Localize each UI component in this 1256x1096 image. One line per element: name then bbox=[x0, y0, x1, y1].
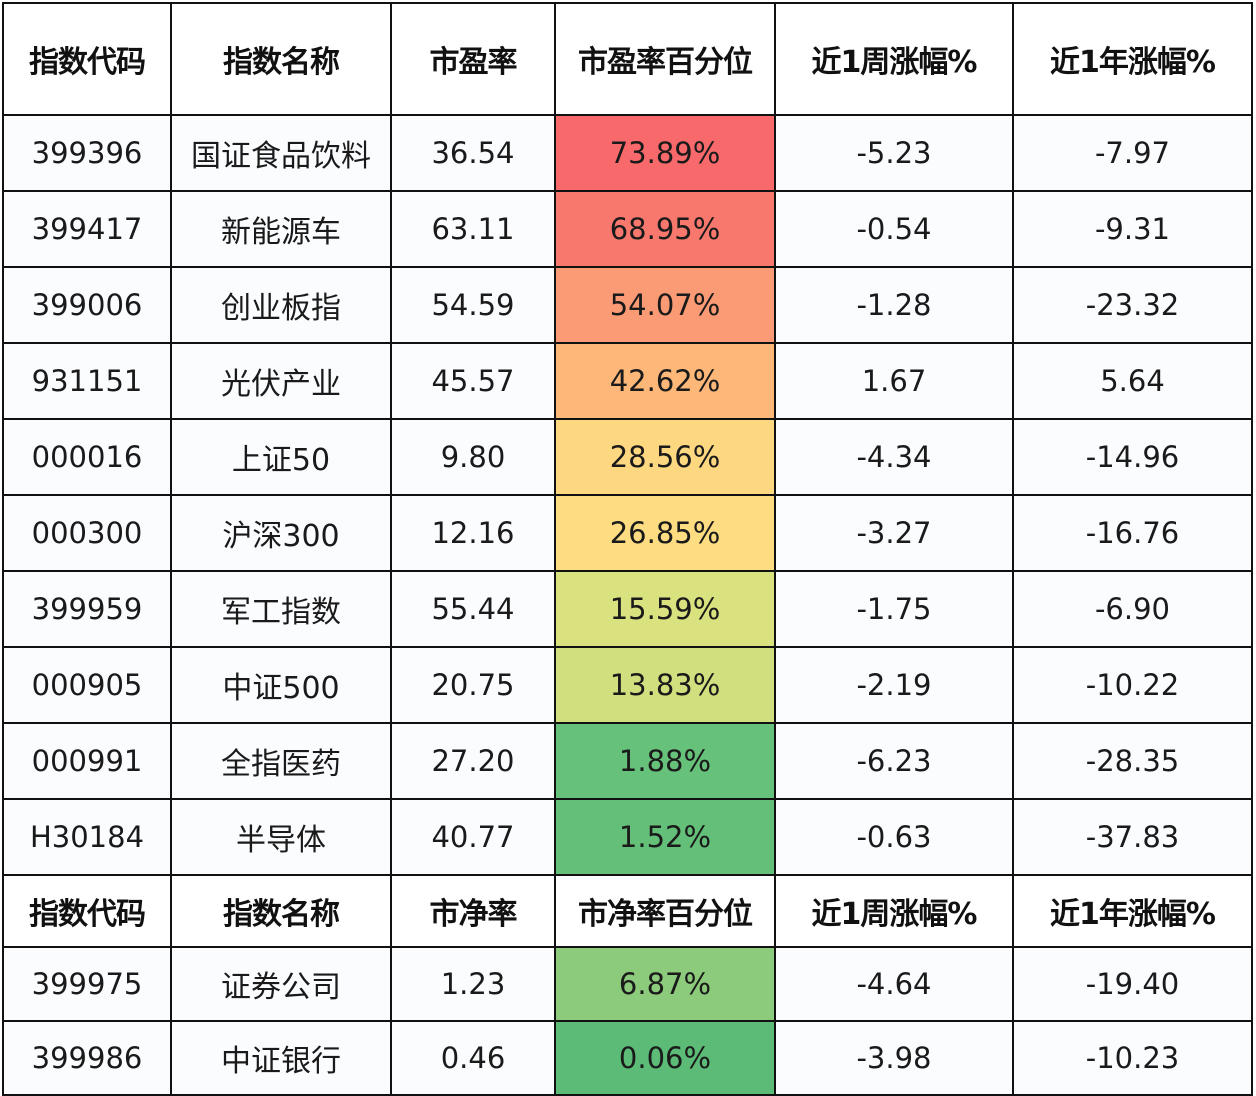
table-row: 399006 创业板指 54.59 54.07% -1.28 -23.32 bbox=[2, 266, 1253, 344]
pb-header-row: 指数代码 指数名称 市净率 市净率百分位 近1周涨幅% 近1年涨幅% bbox=[2, 874, 1253, 948]
pe-ratio-cell: 9.80 bbox=[390, 418, 556, 496]
index-name-cell: 中证500 bbox=[170, 646, 392, 724]
week-change-cell: 1.67 bbox=[774, 342, 1014, 420]
week-change-cell: -3.98 bbox=[774, 1020, 1014, 1096]
index-code-cell: 399417 bbox=[2, 190, 172, 268]
percentile-cell: 15.59% bbox=[554, 570, 776, 648]
table-row: 399396 国证食品饮料 36.54 73.89% -5.23 -7.97 bbox=[2, 114, 1253, 192]
week-change-cell: -1.28 bbox=[774, 266, 1014, 344]
table-row: 000991 全指医药 27.20 1.88% -6.23 -28.35 bbox=[2, 722, 1253, 800]
pe-ratio-cell: 55.44 bbox=[390, 570, 556, 648]
pe-ratio-cell: 45.57 bbox=[390, 342, 556, 420]
index-name-cell: 全指医药 bbox=[170, 722, 392, 800]
year-change-cell: -37.83 bbox=[1012, 798, 1253, 876]
header-index-name: 指数名称 bbox=[170, 874, 392, 948]
header-index-code: 指数代码 bbox=[2, 874, 172, 948]
percentile-cell: 13.83% bbox=[554, 646, 776, 724]
index-name-cell: 新能源车 bbox=[170, 190, 392, 268]
week-change-cell: -2.19 bbox=[774, 646, 1014, 724]
week-change-cell: -4.64 bbox=[774, 946, 1014, 1022]
header-week-change: 近1周涨幅% bbox=[774, 874, 1014, 948]
year-change-cell: -10.23 bbox=[1012, 1020, 1253, 1096]
year-change-cell: -6.90 bbox=[1012, 570, 1253, 648]
pb-ratio-cell: 1.23 bbox=[390, 946, 556, 1022]
index-code-cell: 399396 bbox=[2, 114, 172, 192]
index-code-cell: 931151 bbox=[2, 342, 172, 420]
index-code-cell: H30184 bbox=[2, 798, 172, 876]
index-name-cell: 军工指数 bbox=[170, 570, 392, 648]
header-pb-ratio: 市净率 bbox=[390, 874, 556, 948]
index-code-cell: 399975 bbox=[2, 946, 172, 1022]
year-change-cell: -10.22 bbox=[1012, 646, 1253, 724]
index-code-cell: 399959 bbox=[2, 570, 172, 648]
pe-ratio-cell: 27.20 bbox=[390, 722, 556, 800]
table-row: 000300 沪深300 12.16 26.85% -3.27 -16.76 bbox=[2, 494, 1253, 572]
header-pe-percentile: 市盈率百分位 bbox=[554, 2, 776, 116]
index-name-cell: 上证50 bbox=[170, 418, 392, 496]
table-row: 399986 中证银行 0.46 0.06% -3.98 -10.23 bbox=[2, 1020, 1253, 1096]
header-year-change: 近1年涨幅% bbox=[1012, 2, 1253, 116]
percentile-cell: 73.89% bbox=[554, 114, 776, 192]
table-row: H30184 半导体 40.77 1.52% -0.63 -37.83 bbox=[2, 798, 1253, 876]
header-week-change: 近1周涨幅% bbox=[774, 2, 1014, 116]
pe-ratio-cell: 54.59 bbox=[390, 266, 556, 344]
index-name-cell: 证券公司 bbox=[170, 946, 392, 1022]
pe-ratio-cell: 12.16 bbox=[390, 494, 556, 572]
percentile-cell: 1.88% bbox=[554, 722, 776, 800]
pe-ratio-cell: 20.75 bbox=[390, 646, 556, 724]
table-row: 000905 中证500 20.75 13.83% -2.19 -10.22 bbox=[2, 646, 1253, 724]
year-change-cell: 5.64 bbox=[1012, 342, 1253, 420]
week-change-cell: -0.54 bbox=[774, 190, 1014, 268]
percentile-cell: 1.52% bbox=[554, 798, 776, 876]
week-change-cell: -5.23 bbox=[774, 114, 1014, 192]
percentile-cell: 68.95% bbox=[554, 190, 776, 268]
percentile-cell: 54.07% bbox=[554, 266, 776, 344]
pb-ratio-cell: 0.46 bbox=[390, 1020, 556, 1096]
table-row: 931151 光伏产业 45.57 42.62% 1.67 5.64 bbox=[2, 342, 1253, 420]
header-pe-ratio: 市盈率 bbox=[390, 2, 556, 116]
year-change-cell: -28.35 bbox=[1012, 722, 1253, 800]
week-change-cell: -1.75 bbox=[774, 570, 1014, 648]
week-change-cell: -0.63 bbox=[774, 798, 1014, 876]
index-name-cell: 国证食品饮料 bbox=[170, 114, 392, 192]
week-change-cell: -3.27 bbox=[774, 494, 1014, 572]
table-row: 399959 军工指数 55.44 15.59% -1.75 -6.90 bbox=[2, 570, 1253, 648]
index-code-cell: 000991 bbox=[2, 722, 172, 800]
index-name-cell: 创业板指 bbox=[170, 266, 392, 344]
year-change-cell: -16.76 bbox=[1012, 494, 1253, 572]
index-code-cell: 399006 bbox=[2, 266, 172, 344]
index-name-cell: 沪深300 bbox=[170, 494, 392, 572]
week-change-cell: -4.34 bbox=[774, 418, 1014, 496]
year-change-cell: -9.31 bbox=[1012, 190, 1253, 268]
percentile-cell: 26.85% bbox=[554, 494, 776, 572]
index-name-cell: 光伏产业 bbox=[170, 342, 392, 420]
index-name-cell: 中证银行 bbox=[170, 1020, 392, 1096]
header-index-code: 指数代码 bbox=[2, 2, 172, 116]
index-code-cell: 399986 bbox=[2, 1020, 172, 1096]
percentile-cell: 0.06% bbox=[554, 1020, 776, 1096]
index-name-cell: 半导体 bbox=[170, 798, 392, 876]
year-change-cell: -19.40 bbox=[1012, 946, 1253, 1022]
percentile-cell: 6.87% bbox=[554, 946, 776, 1022]
header-pb-percentile: 市净率百分位 bbox=[554, 874, 776, 948]
index-code-cell: 000300 bbox=[2, 494, 172, 572]
year-change-cell: -7.97 bbox=[1012, 114, 1253, 192]
percentile-cell: 28.56% bbox=[554, 418, 776, 496]
table-row: 399975 证券公司 1.23 6.87% -4.64 -19.40 bbox=[2, 946, 1253, 1022]
year-change-cell: -23.32 bbox=[1012, 266, 1253, 344]
week-change-cell: -6.23 bbox=[774, 722, 1014, 800]
pe-ratio-cell: 63.11 bbox=[390, 190, 556, 268]
table-row: 000016 上证50 9.80 28.56% -4.34 -14.96 bbox=[2, 418, 1253, 496]
index-code-cell: 000016 bbox=[2, 418, 172, 496]
pe-header-row: 指数代码 指数名称 市盈率 市盈率百分位 近1周涨幅% 近1年涨幅% bbox=[2, 2, 1253, 116]
year-change-cell: -14.96 bbox=[1012, 418, 1253, 496]
header-year-change: 近1年涨幅% bbox=[1012, 874, 1253, 948]
pe-ratio-cell: 36.54 bbox=[390, 114, 556, 192]
header-index-name: 指数名称 bbox=[170, 2, 392, 116]
percentile-cell: 42.62% bbox=[554, 342, 776, 420]
pe-ratio-cell: 40.77 bbox=[390, 798, 556, 876]
index-code-cell: 000905 bbox=[2, 646, 172, 724]
table-row: 399417 新能源车 63.11 68.95% -0.54 -9.31 bbox=[2, 190, 1253, 268]
